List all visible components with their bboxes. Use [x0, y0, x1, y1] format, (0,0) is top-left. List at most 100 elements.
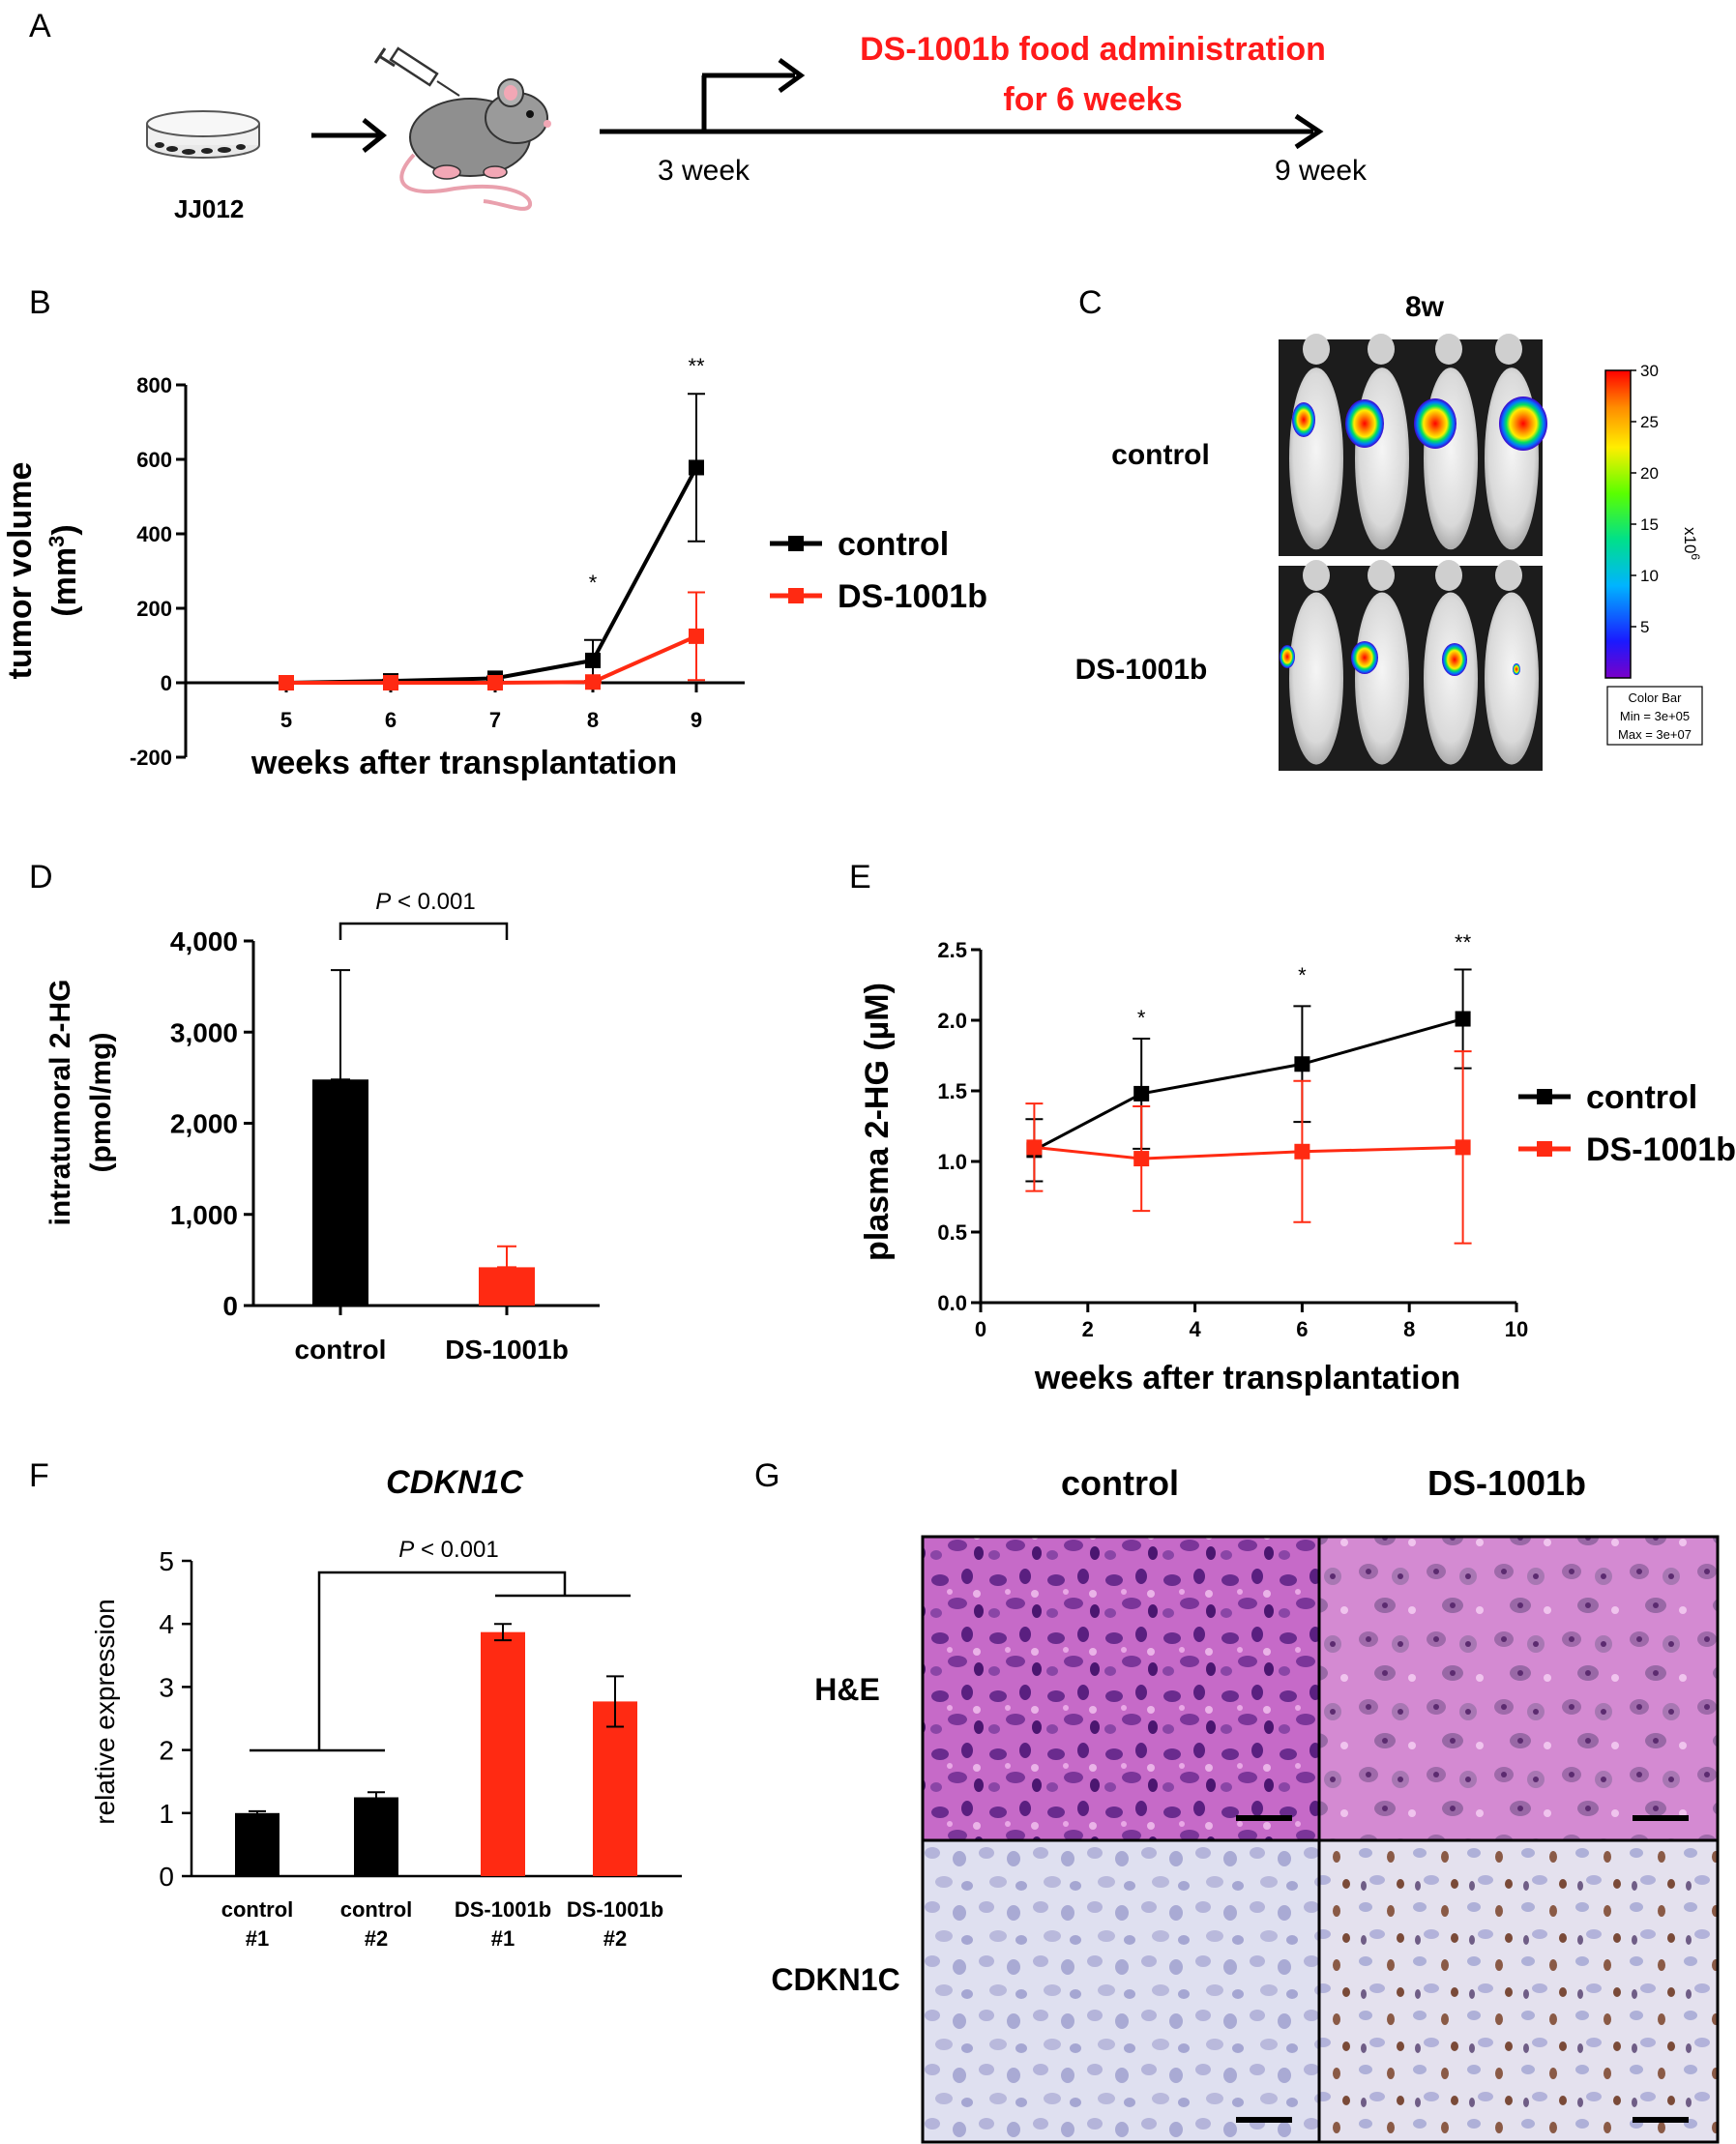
x-tick-label: control: [221, 1897, 294, 1922]
y-tick-label: 400: [136, 522, 172, 546]
x-tick-label: 8: [587, 708, 599, 732]
syringe-icon: [373, 46, 460, 97]
x-tick-label: 0: [975, 1317, 986, 1341]
y-tick-label: 2: [159, 1736, 174, 1766]
colorbar-tick-label: 15: [1640, 515, 1659, 534]
bar: [481, 1631, 525, 1876]
y-tick-label: 200: [136, 597, 172, 621]
cell-line-label: JJ012: [174, 194, 244, 223]
mouse-head: [1435, 560, 1462, 591]
y-tick-label: 1.5: [937, 1079, 967, 1103]
he-control-image: [923, 1537, 1319, 1840]
y-tick-label: 0: [161, 671, 172, 695]
luminescence-signal: [1345, 399, 1384, 448]
mouse-head: [1495, 560, 1522, 591]
x-tick-sublabel: #2: [603, 1926, 627, 1951]
col-label-control: control: [1061, 1463, 1179, 1503]
mouse-silhouette: [1289, 367, 1343, 550]
x-axis-title: weeks after transplantation: [250, 745, 677, 781]
y-tick-label: 0: [222, 1291, 238, 1321]
x-tick-sublabel: #1: [246, 1926, 269, 1951]
luminescence-signal: [1280, 645, 1295, 668]
y-axis-title: plasma 2-HG (µM): [859, 983, 896, 1261]
significance-star: *: [1137, 1006, 1146, 1030]
bar-control: [312, 1079, 368, 1306]
y-tick-label: 2.0: [937, 1009, 967, 1033]
data-point: [689, 628, 704, 644]
ihc-control-image: [923, 1840, 1319, 2142]
panel-d-chart: D 4,000 3,000 2,000 1,000 0 control DS-1001b P …: [29, 859, 600, 1365]
bar: [235, 1812, 280, 1876]
colorbar-caption-min: Min = 3e+05: [1620, 709, 1690, 723]
series-line-control: [1033, 1017, 1464, 1152]
mouse-silhouette: [1355, 367, 1409, 550]
petri-dish-icon: [146, 110, 260, 159]
y-tick-label: 800: [136, 373, 172, 397]
bioluminescence-images: [1279, 334, 1547, 771]
data-point: [279, 675, 294, 690]
data-point: [383, 675, 398, 690]
x-tick-label: DS-1001b: [445, 1335, 569, 1365]
p-value-label: P < 0.001: [398, 1537, 498, 1563]
colorbar-unit: x106: [1681, 527, 1702, 560]
y-tick-label: 3: [159, 1672, 174, 1702]
mouse-head: [1368, 334, 1395, 365]
legend-marker: [1537, 1089, 1552, 1104]
row-label-he: H&E: [814, 1672, 880, 1707]
y-tick-label: 0.5: [937, 1220, 967, 1245]
colorbar-tick-label: 10: [1640, 567, 1659, 585]
x-tick-label: 8: [1403, 1317, 1415, 1341]
panel-letter-e: E: [849, 859, 871, 896]
significance-star: *: [1298, 963, 1307, 987]
panel-letter-d: D: [29, 859, 53, 896]
significance-star: **: [1455, 930, 1472, 955]
x-tick-sublabel: #2: [365, 1926, 388, 1951]
data-point: [1026, 1139, 1043, 1156]
x-axis-title: weeks after transplantation: [1034, 1360, 1460, 1396]
data-point: [1455, 1139, 1471, 1156]
y-tick-label: 3,000: [170, 1017, 238, 1047]
colorbar-tick-label: 20: [1640, 464, 1659, 483]
data-point: [585, 674, 601, 690]
x-tick-label: control: [340, 1897, 413, 1922]
x-tick-label: DS-1001b: [455, 1897, 551, 1922]
bar-treated: [479, 1267, 535, 1306]
panel-f-chart: F CDKN1C 5 4 3 2 1 0 control #1 control #2 DS-1001b…: [29, 1457, 682, 1951]
x-tick-label: 6: [385, 708, 397, 732]
row-label-cdkn1c: CDKN1C: [771, 1962, 899, 1997]
y-axis-unit: (pmol/mg): [85, 1033, 117, 1173]
mouse-silhouette: [1355, 592, 1409, 765]
x-tick-label: 10: [1505, 1317, 1528, 1341]
data-point: [1455, 1011, 1471, 1027]
y-tick-label: -200: [130, 746, 172, 770]
series-line-treated: [1034, 1145, 1463, 1160]
mouse-head: [1368, 560, 1395, 591]
colorbar-tick-label: 5: [1640, 618, 1649, 636]
y-tick-label: 2,000: [170, 1109, 238, 1139]
panel-letter-b: B: [29, 284, 51, 321]
panel-a: A JJ012: [29, 8, 1368, 223]
colorbar-caption-title: Color Bar: [1629, 690, 1683, 705]
data-point: [1294, 1056, 1310, 1072]
significance-star: **: [688, 354, 705, 378]
panel-letter-c: C: [1078, 284, 1103, 321]
panel-e-chart: E 2.5 2.0 1.5 1.0 0.5 0.0 0 2 4 6 8 10 weeks after t…: [849, 859, 1736, 1396]
colorbar: 30 25 20 15 10 5 x106 Color Bar Min = 3e+05 M…: [1604, 362, 1703, 746]
luminescence-signal: [1442, 643, 1467, 676]
mouse-head: [1303, 334, 1330, 365]
y-tick-label: 5: [159, 1546, 174, 1576]
y-axis-unit: (mm3): [44, 524, 83, 616]
colorbar-tick-label: 25: [1640, 413, 1659, 431]
colorbar-caption-max: Max = 3e+07: [1618, 727, 1692, 742]
y-axis-title: intratumoral 2-HG: [44, 979, 76, 1225]
significance-bracket: [317, 1571, 567, 1750]
data-point: [1133, 1151, 1150, 1167]
p-value-label: P < 0.001: [375, 889, 475, 915]
legend-label-treated: DS-1001b: [838, 578, 987, 615]
x-tick-label: 7: [489, 708, 501, 732]
bar: [354, 1797, 398, 1876]
mouse-silhouette: [1424, 592, 1478, 765]
legend-label-treated: DS-1001b: [1586, 1131, 1736, 1168]
data-point: [1133, 1085, 1150, 1101]
